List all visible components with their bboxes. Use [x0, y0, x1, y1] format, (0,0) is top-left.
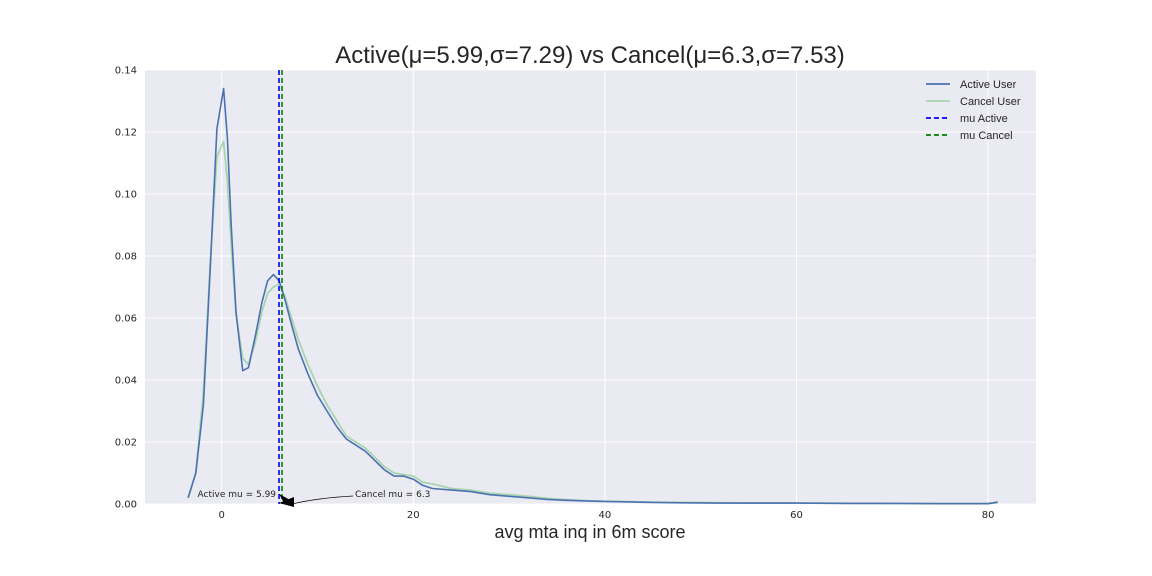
annotation-active-mu: Active mu = 5.99 [198, 490, 277, 500]
legend: Active User Cancel User mu Active mu Cancel [926, 79, 1021, 142]
annotation-arrow-cancel [279, 497, 295, 507]
y-tick-label: 0.02 [115, 438, 137, 449]
series-line-active-user [187, 87, 998, 505]
tick-layer: 0 20 40 60 80 0.00 0.02 0.04 0.06 0.08 0.10 0.12 0.1… [115, 66, 995, 522]
grid-layer [145, 69, 1036, 505]
y-tick-label: 0.04 [115, 376, 137, 387]
annotation-connector-cancel [291, 495, 354, 505]
x-tick-label: 80 [982, 510, 995, 521]
series-layer [187, 87, 998, 505]
y-tick-label: 0.12 [115, 128, 137, 139]
y-tick-label: 0.06 [115, 314, 137, 325]
x-tick-label: 60 [790, 510, 803, 521]
y-tick-label: 0.14 [115, 66, 137, 77]
y-tick-label: 0.00 [115, 500, 137, 511]
annotation-cancel-mu: Cancel mu = 6.3 [355, 490, 430, 500]
legend-entry-label: mu Cancel [960, 130, 1013, 142]
vline-layer [278, 70, 283, 504]
chart-title: Active(μ=5.99,σ=7.29) vs Cancel(μ=6.3,σ=… [335, 42, 845, 69]
x-tick-label: 0 [218, 510, 224, 521]
x-axis-label: avg mta inq in 6m score [494, 522, 685, 542]
x-tick-label: 20 [407, 510, 420, 521]
x-tick-label: 40 [599, 510, 612, 521]
legend-entry-label: mu Active [960, 113, 1008, 125]
annotation-layer: Active mu = 5.99 Cancel mu = 6.3 [198, 490, 430, 507]
y-tick-label: 0.08 [115, 252, 137, 263]
legend-entry-label: Active User [960, 79, 1017, 91]
y-tick-label: 0.10 [115, 190, 137, 201]
legend-entry-label: Cancel User [960, 96, 1021, 108]
plot-background [145, 70, 1036, 504]
